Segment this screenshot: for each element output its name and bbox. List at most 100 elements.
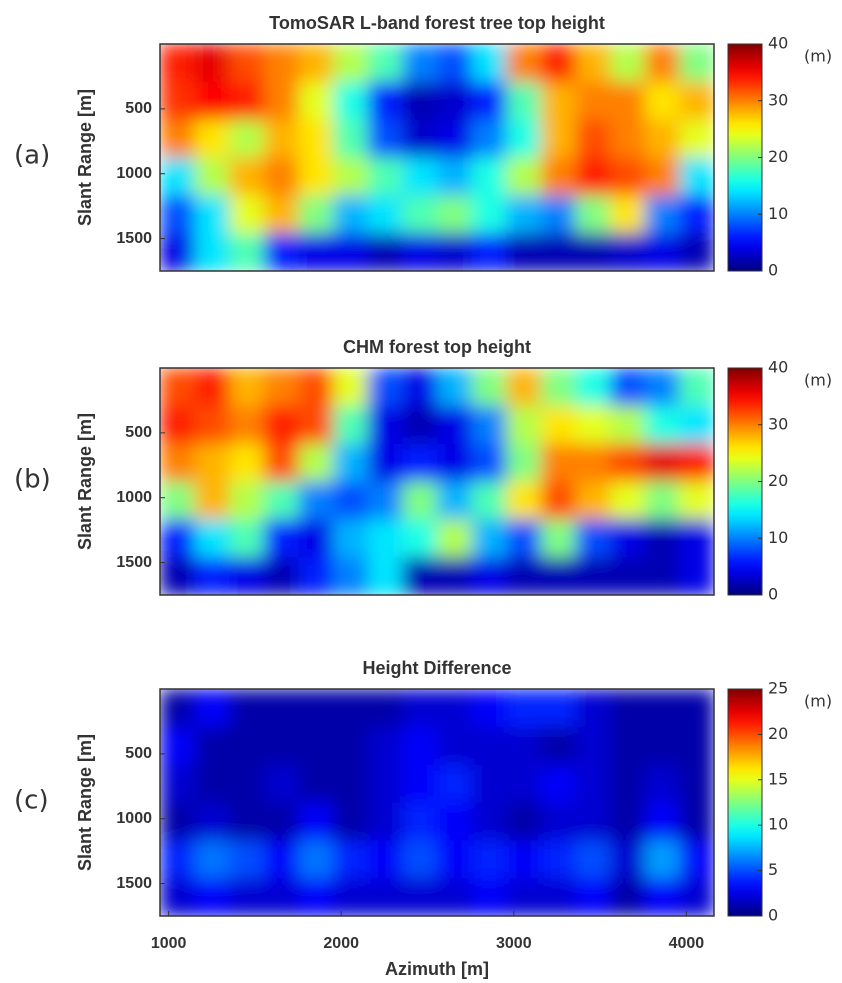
heatmap-cell xyxy=(194,405,231,445)
heatmap-cell xyxy=(506,840,542,880)
heatmap-cell xyxy=(437,119,473,159)
heatmap-cell xyxy=(367,44,404,83)
heatmap-cell xyxy=(367,119,404,159)
x-tick-label: 2000 xyxy=(323,935,359,952)
heatmap-cell xyxy=(575,368,612,407)
heatmap-cell xyxy=(610,840,646,880)
colorbar-tick-label: 15 xyxy=(768,769,788,788)
heatmap-cell xyxy=(437,802,473,842)
heatmap-cell xyxy=(506,368,542,407)
panel-label: (c) xyxy=(14,786,49,816)
heatmap-cell xyxy=(160,726,196,766)
heatmap-cell xyxy=(540,802,577,842)
y-tick-label: 1500 xyxy=(116,875,152,892)
heatmap-cell xyxy=(263,157,300,197)
plot-frame xyxy=(159,367,715,596)
heatmap-cell xyxy=(367,802,404,842)
heatmap-cell xyxy=(402,443,438,483)
heatmap-cell xyxy=(298,689,335,728)
heatmap-cell xyxy=(333,119,369,159)
heatmap-cell xyxy=(333,44,369,83)
heatmap-cell xyxy=(610,689,646,728)
heatmap-cell xyxy=(194,481,231,521)
heatmap-cell xyxy=(229,802,265,842)
heatmap-cell xyxy=(506,81,542,121)
heatmap-cell xyxy=(471,519,508,559)
heatmap-cell xyxy=(575,233,612,271)
panel-label: (a) xyxy=(14,141,50,171)
heatmap-cell xyxy=(367,195,404,235)
heatmap-cell xyxy=(437,689,473,728)
heatmap xyxy=(160,689,714,916)
cells xyxy=(160,689,714,916)
heatmap-cell xyxy=(471,195,508,235)
heatmap-cell xyxy=(194,119,231,159)
heatmap-cell xyxy=(575,519,612,559)
heatmap-cell xyxy=(229,44,265,83)
heatmap-cell xyxy=(194,443,231,483)
y-tick-label: 1500 xyxy=(116,230,152,247)
heatmap-cell xyxy=(644,405,681,445)
colorbar-tick-label: 20 xyxy=(768,724,788,743)
heatmap-cell xyxy=(575,840,612,880)
heatmap-cell xyxy=(644,368,681,407)
colorbar-unit: (m) xyxy=(804,692,832,711)
heatmap-cell xyxy=(263,81,300,121)
heatmap-cell xyxy=(610,878,646,916)
heatmap-cell xyxy=(194,764,231,804)
heatmap-cell xyxy=(263,802,300,842)
heatmap-cell xyxy=(402,840,438,880)
heatmap-cell xyxy=(402,519,438,559)
heatmap-cell xyxy=(610,157,646,197)
heatmap-cell xyxy=(229,764,265,804)
heatmap-cell xyxy=(298,481,335,521)
panel: TomoSAR L-band forest tree top height (a)… xyxy=(14,13,832,280)
heatmap-cell xyxy=(506,802,542,842)
heatmap-cell xyxy=(263,119,300,159)
y-axis-label: Slant Range [m] xyxy=(75,413,95,550)
y-tick-label: 500 xyxy=(125,100,152,117)
heatmap-cell xyxy=(471,443,508,483)
heatmap-cell xyxy=(610,44,646,83)
heatmap-cell xyxy=(471,157,508,197)
heatmap-cell xyxy=(540,878,577,916)
heatmap-cell xyxy=(437,840,473,880)
y-tick-label: 1000 xyxy=(116,165,152,182)
heatmap-cell xyxy=(471,764,508,804)
heatmap-cell xyxy=(160,481,196,521)
heatmap-cell xyxy=(263,689,300,728)
cells xyxy=(160,44,714,271)
heatmap-cell xyxy=(644,519,681,559)
heatmap-cell xyxy=(298,157,335,197)
heatmap-cell xyxy=(437,726,473,766)
colorbar xyxy=(727,43,763,272)
heatmap-cell xyxy=(229,481,265,521)
heatmap-cell xyxy=(471,557,508,595)
heatmap-cell xyxy=(298,519,335,559)
heatmap-cell xyxy=(333,689,369,728)
heatmap-cell xyxy=(540,119,577,159)
heatmap-cell xyxy=(471,368,508,407)
heatmap-cell xyxy=(333,764,369,804)
heatmap-cell xyxy=(644,157,681,197)
heatmap-cell xyxy=(540,726,577,766)
y-axis-label: Slant Range [m] xyxy=(75,89,95,226)
heatmap-cell xyxy=(402,233,438,271)
heatmap-cell xyxy=(298,81,335,121)
heatmap-cell xyxy=(610,481,646,521)
heatmap-cell xyxy=(263,368,300,407)
panel: CHM forest top height (b) Slant Range [m] 5… xyxy=(14,337,832,604)
heatmap-cell xyxy=(298,443,335,483)
heatmap-cell xyxy=(679,840,714,880)
heatmap-cell xyxy=(540,443,577,483)
heatmap-cell xyxy=(229,157,265,197)
heatmap-cell xyxy=(333,519,369,559)
heatmap-cell xyxy=(506,557,542,595)
heatmap-cell xyxy=(540,44,577,83)
heatmap-cell xyxy=(229,443,265,483)
heatmap-cell xyxy=(506,764,542,804)
heatmap-cell xyxy=(194,840,231,880)
heatmap-cell xyxy=(402,764,438,804)
heatmap-cell xyxy=(610,443,646,483)
heatmap-cell xyxy=(471,44,508,83)
